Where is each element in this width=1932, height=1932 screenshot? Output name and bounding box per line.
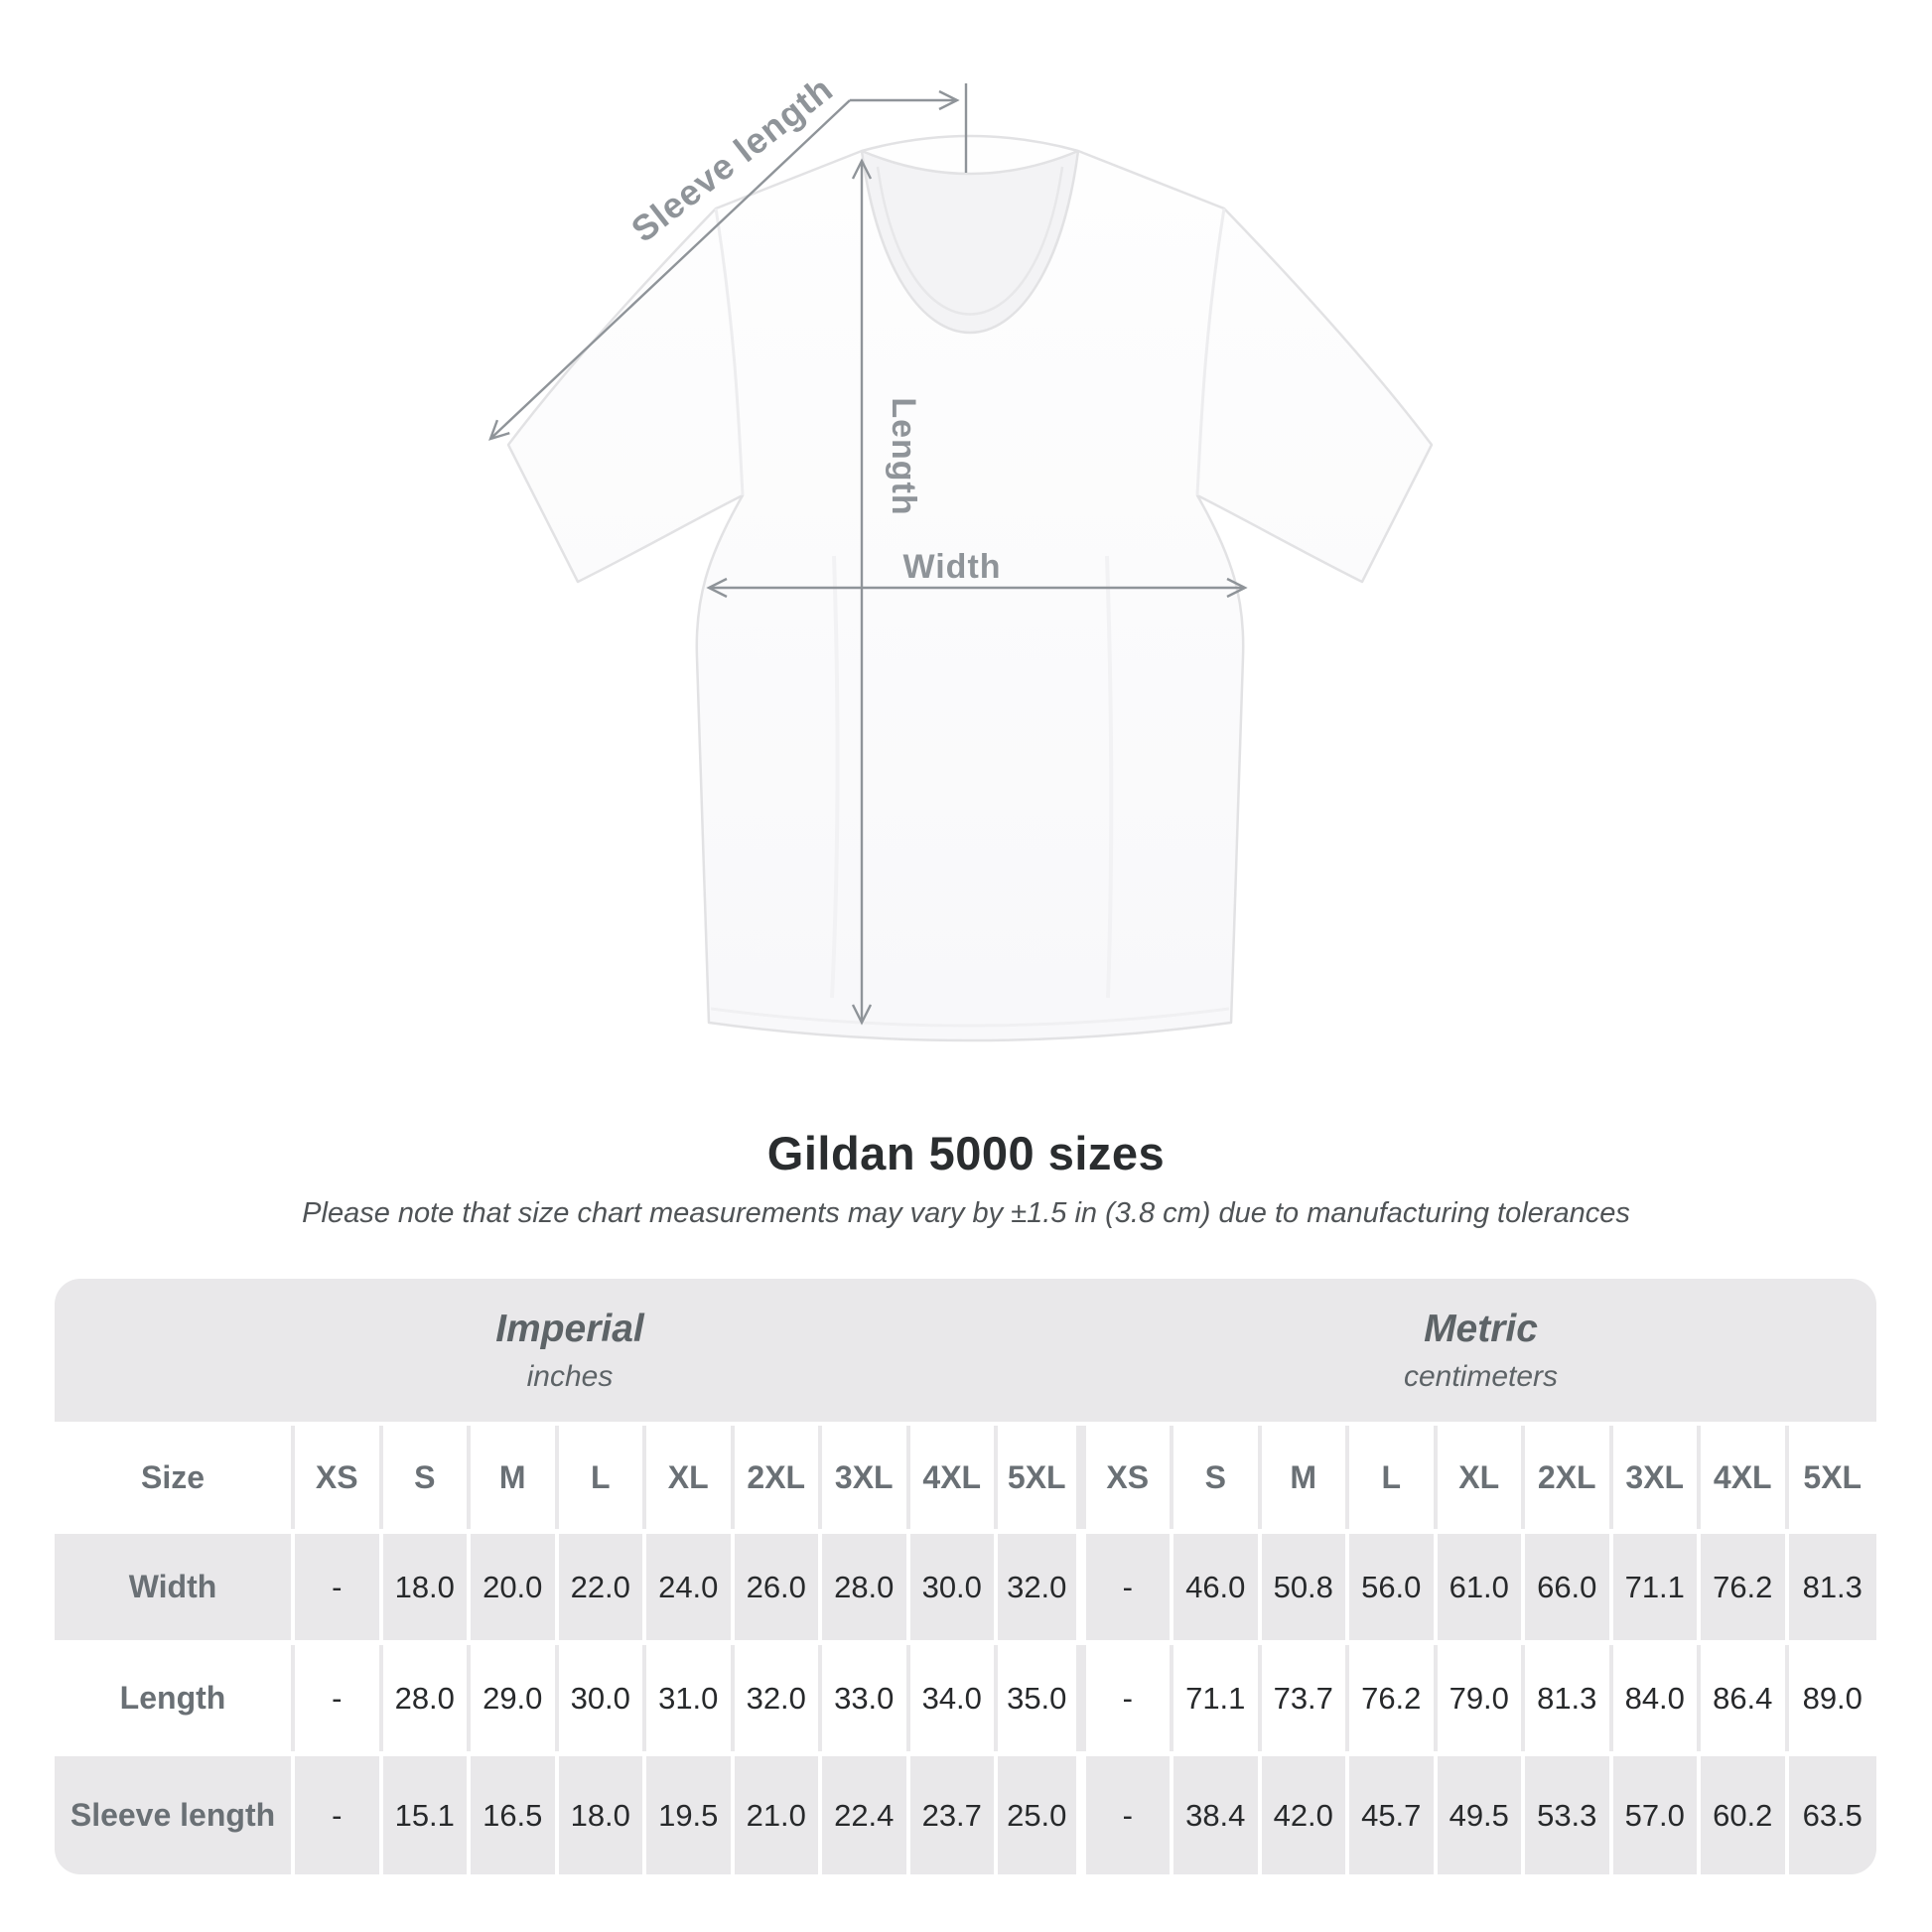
value-cell: 29.0 — [471, 1645, 559, 1751]
size-table-rows: Size XS S M L XL 2XL 3XL 4XL 5XL XS S M L XL 2XL 3XL 4XL 5… — [55, 1426, 1876, 1874]
value-cell: 76.2 — [1349, 1645, 1438, 1751]
size-header-cell-imperial: 2XL — [734, 1426, 822, 1529]
size-header-cell-imperial: M — [471, 1426, 559, 1529]
value-cell: 35.0 — [998, 1645, 1086, 1751]
value-cell: 89.0 — [1788, 1645, 1876, 1751]
sleeve-length-arrow — [488, 99, 851, 441]
value-cell: 22.4 — [822, 1756, 910, 1874]
value-cell: 53.3 — [1525, 1756, 1613, 1874]
size-header-cell-imperial: S — [382, 1426, 471, 1529]
value-cell: 32.0 — [734, 1645, 822, 1751]
value-cell: 57.0 — [1612, 1756, 1701, 1874]
size-header-cell-imperial: XS — [295, 1426, 383, 1529]
value-cell: 50.8 — [1261, 1534, 1349, 1640]
size-header-cell-metric: 2XL — [1525, 1426, 1613, 1529]
value-cell: 71.1 — [1612, 1534, 1701, 1640]
value-cell: 24.0 — [646, 1534, 735, 1640]
value-cell: - — [295, 1756, 383, 1874]
value-cell: 25.0 — [998, 1756, 1086, 1874]
value-cell: 79.0 — [1437, 1645, 1525, 1751]
unit-sub-imperial: inches — [526, 1359, 614, 1393]
unit-header-imperial: Imperial inches — [55, 1279, 1085, 1422]
value-cell: 63.5 — [1788, 1756, 1876, 1874]
size-header-cell-imperial: L — [558, 1426, 646, 1529]
size-table: Imperial inches Metric centimeters Size X… — [55, 1279, 1876, 1874]
value-cell: 56.0 — [1349, 1534, 1438, 1640]
value-cell: 86.4 — [1701, 1645, 1789, 1751]
unit-header-band: Imperial inches Metric centimeters — [55, 1279, 1876, 1422]
value-cell: 84.0 — [1612, 1645, 1701, 1751]
value-cell: 45.7 — [1349, 1756, 1438, 1874]
size-header-cell-metric: M — [1261, 1426, 1349, 1529]
size-header-cell-metric: L — [1349, 1426, 1438, 1529]
page-title: Gildan 5000 sizes — [766, 1127, 1166, 1179]
value-cell: 33.0 — [822, 1645, 910, 1751]
length-label: Length — [885, 397, 922, 515]
size-header-cell-metric: S — [1173, 1426, 1262, 1529]
value-cell: 66.0 — [1525, 1534, 1613, 1640]
value-cell: 71.1 — [1173, 1645, 1262, 1751]
unit-sub-metric: centimeters — [1403, 1359, 1559, 1393]
row-label: Width — [55, 1534, 295, 1640]
value-cell: 81.3 — [1788, 1534, 1876, 1640]
size-header-cell-metric: 5XL — [1788, 1426, 1876, 1529]
value-cell: 23.7 — [909, 1756, 998, 1874]
value-cell: 30.0 — [558, 1645, 646, 1751]
value-cell: 18.0 — [382, 1534, 471, 1640]
value-cell: 31.0 — [646, 1645, 735, 1751]
value-cell: 26.0 — [734, 1534, 822, 1640]
value-cell: 81.3 — [1525, 1645, 1613, 1751]
size-header-cell-metric: 4XL — [1701, 1426, 1789, 1529]
value-cell: 42.0 — [1261, 1756, 1349, 1874]
value-cell: 18.0 — [558, 1756, 646, 1874]
value-cell: 30.0 — [909, 1534, 998, 1640]
unit-header-metric: Metric centimeters — [1085, 1279, 1876, 1422]
value-cell: - — [295, 1534, 383, 1640]
size-header-cell-imperial: 5XL — [998, 1426, 1086, 1529]
value-cell: 21.0 — [734, 1756, 822, 1874]
value-cell: 76.2 — [1701, 1534, 1789, 1640]
size-header-cell-metric: XL — [1437, 1426, 1525, 1529]
row-label: Length — [55, 1645, 295, 1751]
value-cell: 28.0 — [382, 1645, 471, 1751]
value-cell: - — [1085, 1534, 1173, 1640]
value-cell: 16.5 — [471, 1756, 559, 1874]
value-cell: 38.4 — [1173, 1756, 1262, 1874]
width-label: Width — [902, 548, 1001, 586]
value-cell: - — [1085, 1756, 1173, 1874]
unit-name-imperial: Imperial — [495, 1307, 644, 1350]
size-header-cell-metric: 3XL — [1612, 1426, 1701, 1529]
value-cell: - — [1085, 1645, 1173, 1751]
value-cell: 61.0 — [1437, 1534, 1525, 1640]
row-label: Sleeve length — [55, 1756, 295, 1874]
tolerance-note: Please note that size chart measurements… — [302, 1197, 1630, 1229]
size-header-cell-imperial: 3XL — [822, 1426, 910, 1529]
tshirt-diagram: Sleeve length Length Width — [488, 69, 1434, 1042]
value-cell: - — [295, 1645, 383, 1751]
value-cell: 32.0 — [998, 1534, 1086, 1640]
size-header-cell-metric: XS — [1085, 1426, 1173, 1529]
value-cell: 22.0 — [558, 1534, 646, 1640]
value-cell: 49.5 — [1437, 1756, 1525, 1874]
value-cell: 20.0 — [471, 1534, 559, 1640]
size-header-cell-imperial: XL — [646, 1426, 735, 1529]
value-cell: 60.2 — [1701, 1756, 1789, 1874]
value-cell: 46.0 — [1173, 1534, 1262, 1640]
value-cell: 15.1 — [382, 1756, 471, 1874]
value-cell: 34.0 — [909, 1645, 998, 1751]
unit-name-metric: Metric — [1424, 1307, 1538, 1350]
size-header-cell-imperial: 4XL — [909, 1426, 998, 1529]
value-cell: 28.0 — [822, 1534, 910, 1640]
value-cell: 19.5 — [646, 1756, 735, 1874]
collar-graphic — [860, 149, 1080, 335]
size-header-cell: Size — [55, 1426, 295, 1529]
value-cell: 73.7 — [1261, 1645, 1349, 1751]
